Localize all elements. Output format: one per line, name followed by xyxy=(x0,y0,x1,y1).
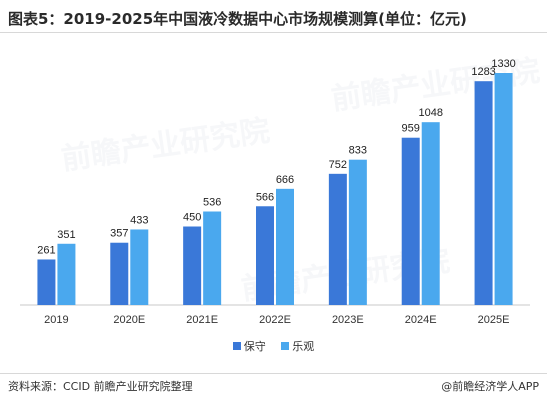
bar-series2-2019 xyxy=(57,243,76,305)
data-label-series1-2023E: 752 xyxy=(329,159,347,171)
legend-label-series1: 保守 xyxy=(243,340,266,353)
bar-series2-2022E xyxy=(276,188,294,305)
x-tick-label-2021E: 2021E xyxy=(186,314,218,326)
source-note: 资料来源：CCID 前瞻产业研究院整理 xyxy=(8,380,193,393)
data-label-series2-2022E: 666 xyxy=(276,174,294,186)
data-label-series2-2023E: 833 xyxy=(349,145,367,157)
bar-series1-2025E xyxy=(474,81,493,305)
data-label-series2-2024E: 1048 xyxy=(418,107,442,119)
x-tick-label-2022E: 2022E xyxy=(259,314,291,326)
brand-credit: @前瞻经济学人APP xyxy=(441,380,539,393)
bar-series1-2022E xyxy=(256,206,274,305)
footer-divider xyxy=(0,373,547,374)
data-label-series1-2020E: 357 xyxy=(110,228,128,240)
bar-series1-2024E xyxy=(401,137,420,305)
legend-swatch-series2 xyxy=(281,342,290,350)
bar-series2-2021E xyxy=(203,211,222,305)
legend-item-series2: 乐观 xyxy=(281,338,314,354)
data-label-series2-2021E: 536 xyxy=(203,197,221,209)
data-label-series1-2024E: 959 xyxy=(402,123,420,135)
bar-series2-2024E xyxy=(421,122,440,305)
data-label-series1-2021E: 450 xyxy=(183,212,201,224)
legend-swatch-series1 xyxy=(232,342,241,350)
bar-series1-2020E xyxy=(110,242,129,305)
data-label-series2-2019: 351 xyxy=(57,229,75,241)
bar-series2-2025E xyxy=(494,73,513,305)
x-tick-label-2019: 2019 xyxy=(44,314,68,326)
x-tick-label-2025E: 2025E xyxy=(478,314,510,326)
chart-title: 图表5：2019-2025年中国液冷数据中心市场规模测算(单位：亿元) xyxy=(8,10,467,28)
x-tick-label-2024E: 2024E xyxy=(405,314,437,326)
bar-series1-2021E xyxy=(183,226,202,305)
data-label-series1-2019: 261 xyxy=(37,244,55,256)
bar-series2-2023E xyxy=(348,159,367,305)
data-label-series1-2025E: 1283 xyxy=(471,66,495,78)
bar-series1-2019 xyxy=(37,259,56,305)
data-label-series1-2022E: 566 xyxy=(256,191,274,203)
chart-legend: 保守 乐观 xyxy=(0,338,547,354)
bar-series2-2020E xyxy=(130,229,149,305)
x-tick-label-2020E: 2020E xyxy=(113,314,145,326)
legend-label-series2: 乐观 xyxy=(292,340,315,353)
data-label-series2-2020E: 433 xyxy=(130,214,148,226)
data-label-series2-2025E: 1330 xyxy=(491,58,515,70)
x-tick-label-2023E: 2023E xyxy=(332,314,364,326)
legend-item-series1: 保守 xyxy=(232,338,266,354)
title-divider xyxy=(0,32,547,33)
bar-series1-2023E xyxy=(328,173,347,305)
